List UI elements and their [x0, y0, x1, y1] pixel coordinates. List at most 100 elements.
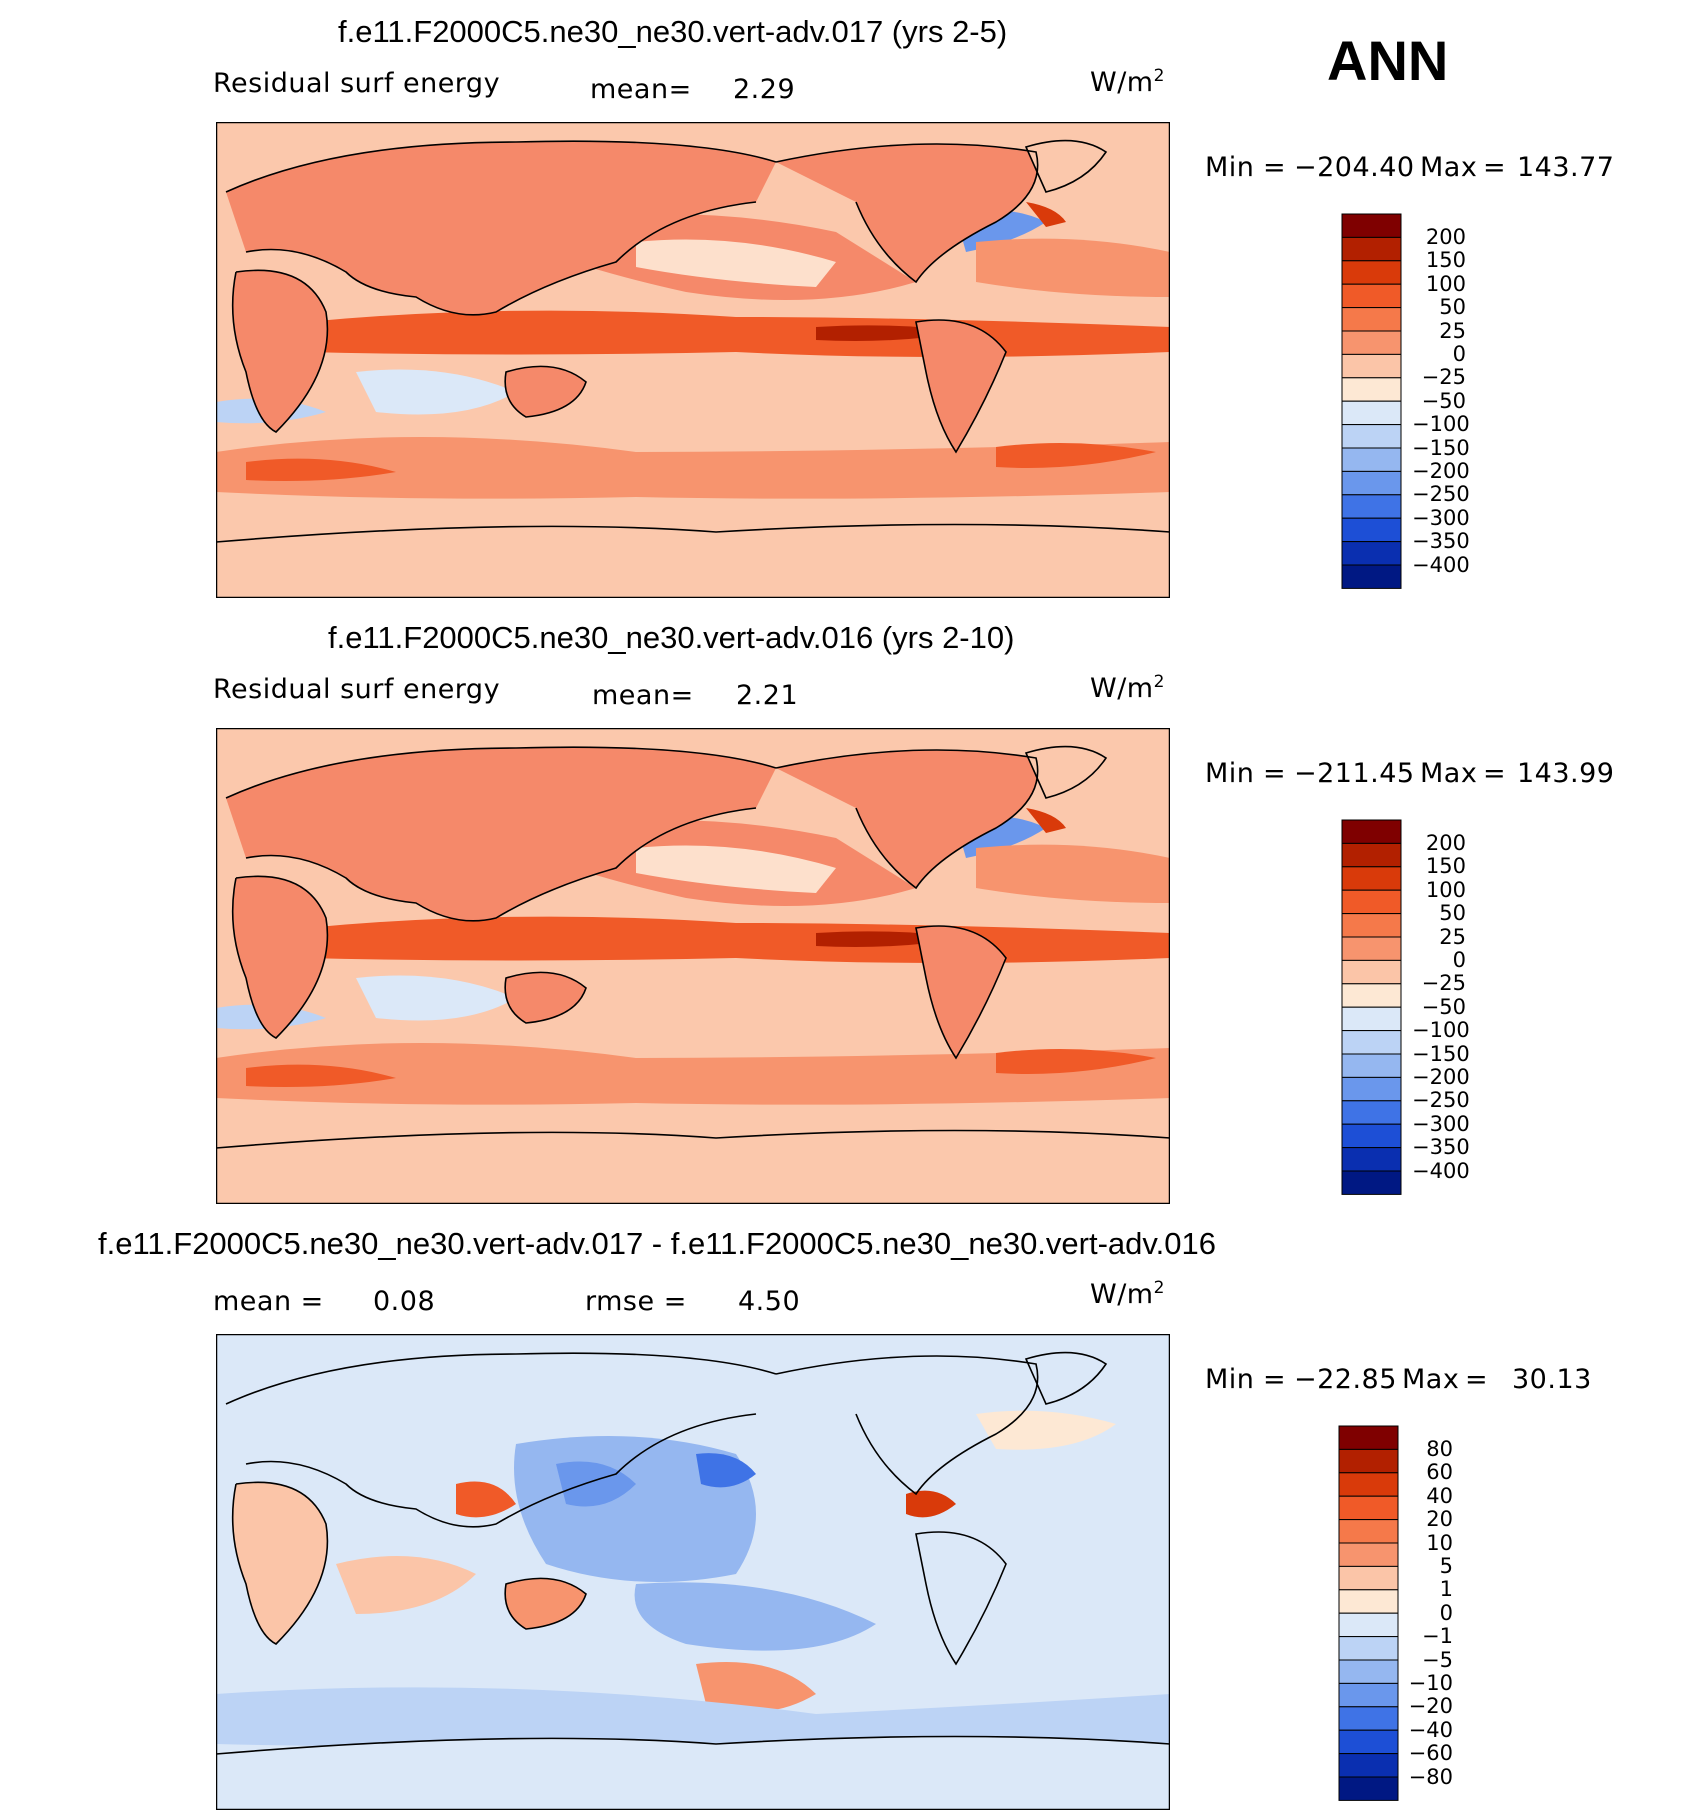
panel3-rmse-label: rmse = [585, 1286, 687, 1317]
australia-warm [505, 1578, 586, 1629]
warm-patch-west-pacific [456, 1481, 516, 1518]
north-atlantic-band [976, 844, 1170, 903]
southern-cold-band [216, 1687, 1170, 1749]
colorbar-box [1338, 1682, 1399, 1708]
colorbar-box [1341, 983, 1402, 1008]
north-atlantic-band [976, 238, 1170, 297]
panel2-min-value: −211.45 [1294, 758, 1415, 789]
antarctica-land [216, 524, 1170, 598]
colorbar-box [1341, 236, 1402, 262]
panel3-min-eq: = [1263, 1364, 1287, 1395]
colorbar-level-label: 200 [1425, 831, 1466, 855]
colorbar-level-label: −100 [1412, 1018, 1470, 1043]
panel3-colorbar [1338, 1425, 1399, 1801]
colorbar-box [1338, 1542, 1399, 1567]
colorbar-level-label: −200 [1412, 459, 1470, 484]
panel3-rmse-value: 4.50 [738, 1286, 801, 1317]
panel3-max-label: Max [1402, 1364, 1460, 1395]
panel1-mean-value: 2.29 [733, 74, 796, 105]
panel1-left-label: Residual surf energy [213, 68, 501, 99]
colorbar-level-label: 0 [1452, 948, 1466, 973]
colorbar-level-label: −40 [1408, 1717, 1453, 1742]
coast-eurasia [225, 140, 777, 316]
north-pacific-weak [636, 239, 836, 287]
colorbar-level-label: −60 [1408, 1741, 1453, 1766]
panel2-title: f.e11.F2000C5.ne30_ne30.vert-adv.016 (yr… [328, 620, 1015, 655]
coast-north-america [775, 749, 1039, 890]
panel1-mean-label: mean= [590, 74, 692, 105]
colorbar-level-label: 5 [1439, 1554, 1453, 1579]
coast-australia [504, 365, 587, 418]
coast-eurasia [225, 746, 777, 922]
colorbar-level-label: 1 [1439, 1577, 1453, 1602]
colorbar-level-label: −400 [1412, 552, 1470, 577]
antarctica-land [216, 1130, 1170, 1204]
colorbar-level-label: 20 [1426, 1507, 1453, 1532]
southern-ocean-core-2 [996, 1049, 1156, 1074]
colorbar-box [1341, 866, 1402, 891]
panel3-max-eq: = [1465, 1364, 1489, 1395]
colorbar-box [1338, 1636, 1399, 1661]
colorbar-box [1341, 819, 1402, 844]
colorbar-level-label: 200 [1425, 225, 1466, 249]
south-america-land [916, 320, 1006, 452]
colorbar-box [1341, 1147, 1402, 1172]
panel3-max-value: 30.13 [1512, 1364, 1592, 1395]
africa-warm [232, 1482, 328, 1644]
colorbar-box [1338, 1589, 1399, 1614]
colorbar-box [1341, 260, 1402, 285]
colorbar-box [1338, 1753, 1399, 1778]
panel2-min-eq: = [1263, 758, 1287, 789]
colorbar-level-label: −25 [1421, 365, 1466, 390]
south-indian-cold [356, 369, 516, 415]
panel2-colorbar [1341, 819, 1402, 1195]
eurasia-land [226, 141, 776, 315]
gulf-stream-warm [1026, 202, 1066, 227]
colorbar-box [1338, 1495, 1399, 1521]
southern-ocean-core-2 [996, 443, 1156, 468]
map-frame [216, 728, 1170, 1204]
coast-south-america [915, 1531, 1007, 1666]
colorbar-level-label: −50 [1421, 994, 1466, 1019]
antarctica-field [216, 1736, 1170, 1810]
colorbar-box [1341, 541, 1402, 566]
panel1-map [216, 122, 1170, 598]
colorbar-box [1338, 1729, 1399, 1755]
panel3-colorbar-labels: 80 60 40 20 10 5 1 0 −1 −5 −10 −20 −40 −60 −80 [1399, 1437, 1453, 1789]
coast-north-america [775, 1355, 1039, 1496]
panel2-mean-label: mean= [592, 680, 694, 711]
colorbar-level-label: −150 [1412, 1041, 1470, 1066]
pacific-cold-core [556, 1461, 636, 1507]
coast-antarctica [216, 523, 1170, 543]
colorbar-box [1341, 283, 1402, 309]
south-america-land [916, 926, 1006, 1058]
colorbar-box [1338, 1565, 1399, 1591]
colorbar-level-label: 25 [1439, 924, 1466, 949]
colorbar-level-label: 60 [1426, 1460, 1453, 1485]
panel3-mean-value: 0.08 [373, 1286, 436, 1317]
colorbar-level-label: −250 [1412, 482, 1470, 507]
panel2-colorbar-labels: 200 150 100 50 25 0 −25 −50 −100 −150 −200 −250 −300… [1412, 831, 1470, 1183]
colorbar-level-label: −100 [1412, 412, 1470, 437]
colorbar-level-label: −400 [1412, 1158, 1470, 1183]
colorbar-box [1338, 1776, 1399, 1801]
panel2-units: W/m2 [1090, 672, 1165, 704]
colorbar-box [1341, 470, 1402, 496]
greenland-land [1026, 746, 1106, 798]
colorbar-box [1341, 400, 1402, 426]
coast-africa [231, 875, 329, 1039]
coast-africa [231, 269, 329, 433]
panel1-max-eq: = [1483, 152, 1507, 183]
indian-ocean-warm [336, 1556, 476, 1614]
coast-greenland [1024, 745, 1108, 799]
colorbar-box [1341, 564, 1402, 589]
south-pacific-cold [634, 1582, 876, 1651]
coast-south-america [915, 925, 1007, 1060]
southern-ocean-band [216, 437, 1170, 499]
colorbar-level-label: 150 [1425, 854, 1466, 879]
colorbar-level-label: −350 [1412, 529, 1470, 554]
panel1-min-label: Min [1205, 152, 1255, 183]
colorbar-level-label: 0 [1439, 1600, 1453, 1625]
north-pacific-weak [636, 845, 836, 893]
panel2-max-eq: = [1483, 758, 1507, 789]
